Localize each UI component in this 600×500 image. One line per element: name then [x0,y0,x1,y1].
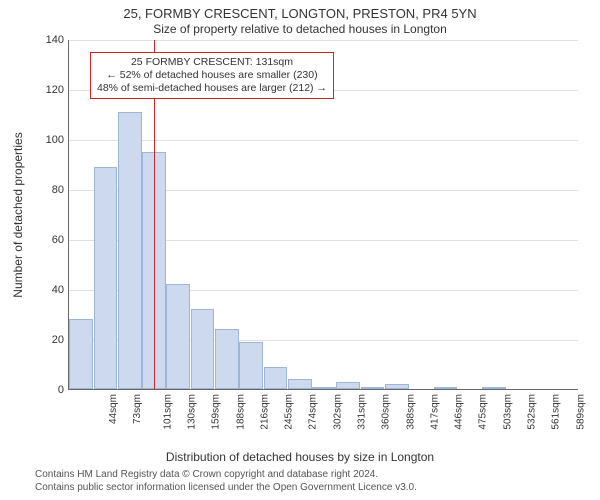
histogram-bar [288,379,312,389]
title-main: 25, FORMBY CRESCENT, LONGTON, PRESTON, P… [0,6,600,21]
ytick-label: 0 [36,384,64,396]
xtick-label: 331sqm [357,394,368,430]
histogram-bar [434,387,458,390]
callout-line-1: 25 FORMBY CRESCENT: 131sqm [97,56,327,69]
histogram-bar [215,329,239,389]
xtick-label: 503sqm [502,394,513,430]
footer-line-2: Contains public sector information licen… [35,482,417,495]
ytick-label: 140 [36,34,64,46]
histogram-bar [336,382,360,390]
xtick-label: 475sqm [478,394,489,430]
xtick-label: 130sqm [187,394,198,430]
gridline-h [69,140,578,141]
histogram-bar [312,387,336,390]
histogram-bar [361,387,385,390]
xtick-label: 159sqm [211,394,222,430]
histogram-bar [118,112,142,390]
y-axis-label: Number of detached properties [11,132,25,297]
xtick-label: 417sqm [429,394,440,430]
ytick-label: 40 [36,284,64,296]
histogram-bar [69,319,93,389]
ytick-label: 60 [36,234,64,246]
xtick-label: 360sqm [381,394,392,430]
x-axis-label: Distribution of detached houses by size … [0,450,600,464]
title-sub: Size of property relative to detached ho… [0,22,600,36]
xtick-label: 532sqm [527,394,538,430]
histogram-bar [166,284,190,389]
reference-callout-box: 25 FORMBY CRESCENT: 131sqm ← 52% of deta… [90,52,334,99]
xtick-label: 44sqm [108,394,119,424]
xtick-label: 302sqm [332,394,343,430]
footer-line-1: Contains HM Land Registry data © Crown c… [35,469,417,482]
histogram-bar [482,387,506,390]
xtick-label: 101sqm [162,394,173,430]
xtick-label: 589sqm [575,394,586,430]
xtick-label: 274sqm [308,394,319,430]
xtick-label: 561sqm [551,394,562,430]
gridline-h [69,40,578,41]
xtick-label: 446sqm [454,394,465,430]
histogram-bar [385,384,409,389]
histogram-bar [94,167,118,390]
xtick-label: 388sqm [405,394,416,430]
ytick-label: 20 [36,334,64,346]
ytick-label: 100 [36,134,64,146]
xtick-label: 245sqm [284,394,295,430]
histogram-bar [264,367,288,390]
ytick-label: 80 [36,184,64,196]
ytick-label: 120 [36,84,64,96]
xtick-label: 73sqm [132,394,143,424]
xtick-label: 188sqm [235,394,246,430]
callout-line-2: ← 52% of detached houses are smaller (23… [97,69,327,82]
histogram-bar [239,342,263,390]
chart-root: 25, FORMBY CRESCENT, LONGTON, PRESTON, P… [0,0,600,500]
callout-line-3: 48% of semi-detached houses are larger (… [97,82,327,95]
xtick-label: 216sqm [259,394,270,430]
license-footer: Contains HM Land Registry data © Crown c… [35,469,417,494]
histogram-bar [191,309,215,389]
